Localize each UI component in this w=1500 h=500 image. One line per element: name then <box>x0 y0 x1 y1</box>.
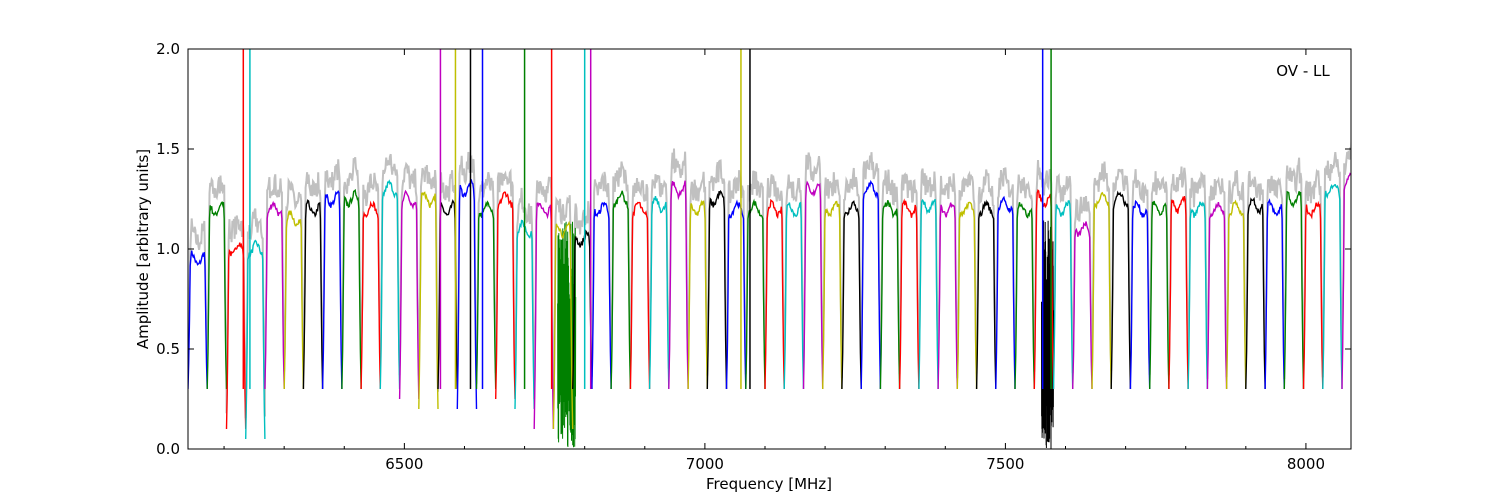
channel-line <box>321 190 343 390</box>
channel-line <box>1149 200 1170 390</box>
channel-line <box>283 210 305 390</box>
channel-line <box>706 189 728 390</box>
channel-line <box>1072 221 1093 390</box>
channel-line <box>475 200 497 390</box>
channel-line <box>918 198 939 390</box>
channel-line <box>745 198 766 390</box>
channel-line <box>879 200 901 390</box>
channel-line <box>860 179 882 390</box>
channel-line <box>302 199 324 390</box>
channel-line <box>418 191 439 410</box>
x-tick-label: 7000 <box>686 455 724 473</box>
channel-line <box>1283 190 1305 390</box>
channel-line <box>456 179 478 410</box>
channel-line <box>1033 189 1055 390</box>
channel-line <box>1206 201 1228 390</box>
channel-line <box>1302 200 1324 390</box>
channel-line <box>188 250 208 390</box>
x-axis-label: Frequency [MHz] <box>706 475 832 493</box>
channel-line <box>1187 201 1209 390</box>
channel-line <box>398 189 420 400</box>
x-tick-label: 8000 <box>1287 455 1325 473</box>
channel-line <box>687 199 708 390</box>
channel-line <box>648 195 670 390</box>
channel-line <box>668 180 689 390</box>
channel-line <box>1264 198 1285 390</box>
background-spectrum-line <box>188 138 1351 419</box>
channel-line <box>264 200 285 390</box>
axis-ticks: 6500 7000 7500 8000 0.0 0.5 1.0 1.5 2.0 <box>156 40 1351 473</box>
channel-line <box>206 200 228 390</box>
channel-line <box>1129 199 1151 390</box>
channel-line <box>379 179 401 390</box>
channel-line <box>572 229 593 390</box>
channel-line <box>1341 170 1351 390</box>
channel-line <box>1052 200 1074 390</box>
channel-line <box>995 195 1016 390</box>
channel-line <box>822 200 843 390</box>
channel-line <box>533 202 555 430</box>
channel-line <box>1245 196 1266 390</box>
panel-annotation: OV - LL <box>1276 62 1330 80</box>
channel-line <box>764 198 785 390</box>
y-tick-label: 1.0 <box>156 240 180 258</box>
x-tick-label: 6500 <box>385 455 423 473</box>
channel-line <box>245 239 266 440</box>
channel-line <box>610 190 632 390</box>
channel-line <box>629 201 651 390</box>
y-axis-label: Amplitude [arbitrary units] <box>134 149 152 349</box>
channel-line <box>341 188 362 390</box>
channel-line <box>495 191 516 400</box>
channel-line <box>225 242 247 430</box>
channel-line <box>898 198 920 390</box>
channel-line <box>802 180 824 390</box>
x-tick-label: 7500 <box>986 455 1024 473</box>
channel-line <box>437 199 458 390</box>
y-tick-label: 0.5 <box>156 340 180 358</box>
channel-line <box>1168 195 1189 390</box>
channel-line <box>360 200 381 390</box>
y-tick-label: 0.0 <box>156 440 180 458</box>
y-tick-label: 2.0 <box>156 40 180 58</box>
channel-line <box>1110 190 1132 390</box>
channel-line <box>1014 202 1035 390</box>
channel-line <box>975 199 997 390</box>
channel-line <box>591 201 612 390</box>
channel-line <box>1225 199 1247 390</box>
y-tick-label: 1.5 <box>156 140 180 158</box>
channel-line <box>552 220 574 430</box>
channel-line <box>783 201 805 390</box>
channel-line <box>841 200 862 390</box>
channel-line <box>725 199 747 390</box>
channel-line <box>1091 191 1112 390</box>
channel-line <box>1322 184 1343 390</box>
plot-area <box>188 49 1351 449</box>
channel-line <box>956 201 978 390</box>
noise-region-line <box>1041 220 1054 449</box>
noise-region-line <box>557 221 577 448</box>
channel-line <box>937 202 958 390</box>
